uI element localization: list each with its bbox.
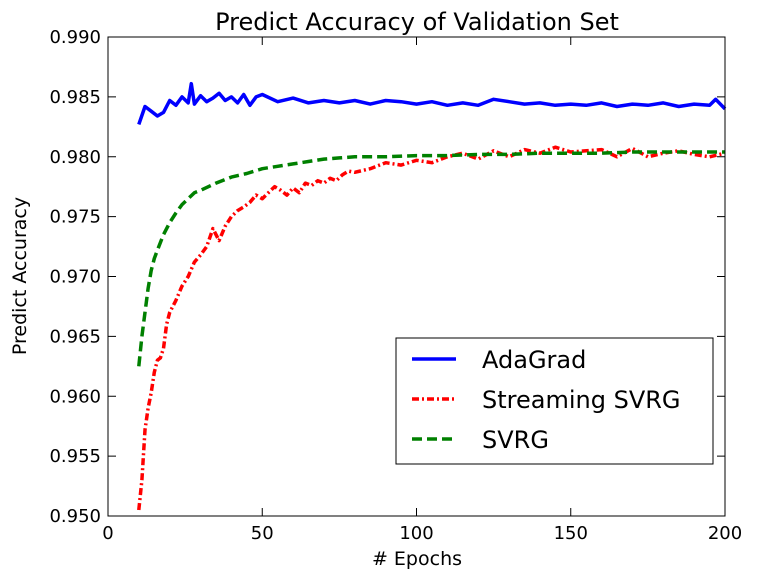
legend: AdaGrad Streaming SVRG SVRG	[395, 337, 714, 465]
y-tick-label: 0.970	[49, 267, 101, 288]
y-tick-label: 0.980	[49, 147, 101, 168]
x-tick-label: 100	[399, 523, 433, 544]
legend-label: AdaGrad	[482, 346, 586, 374]
y-tick-label: 0.960	[49, 386, 101, 407]
legend-label: Streaming SVRG	[482, 386, 681, 414]
x-tick-label: 0	[102, 523, 113, 544]
series-line-streaming-svrg	[137, 145, 726, 511]
x-axis-label: # Epochs	[372, 548, 462, 570]
y-tick-label: 0.955	[49, 446, 101, 467]
axis-ticks: 0 50 100 150 200 0.950 0.955 0.960 0.965 0.970 0.9…	[49, 27, 742, 544]
x-tick-label: 200	[708, 523, 742, 544]
plot-area	[137, 81, 727, 511]
series-line-adagrad	[137, 81, 727, 125]
x-tick-label: 50	[251, 523, 274, 544]
y-tick-label: 0.975	[49, 207, 101, 228]
y-axis-label: Predict Accuracy	[9, 197, 31, 355]
y-tick-label: 0.950	[49, 506, 101, 527]
y-tick-label: 0.985	[49, 87, 101, 108]
legend-label: SVRG	[482, 426, 549, 454]
chart-title: Predict Accuracy of Validation Set	[215, 8, 619, 36]
series-line-svrg	[137, 150, 725, 367]
x-tick-label: 150	[554, 523, 588, 544]
y-tick-label: 0.965	[49, 326, 101, 347]
y-tick-label: 0.990	[49, 27, 101, 48]
